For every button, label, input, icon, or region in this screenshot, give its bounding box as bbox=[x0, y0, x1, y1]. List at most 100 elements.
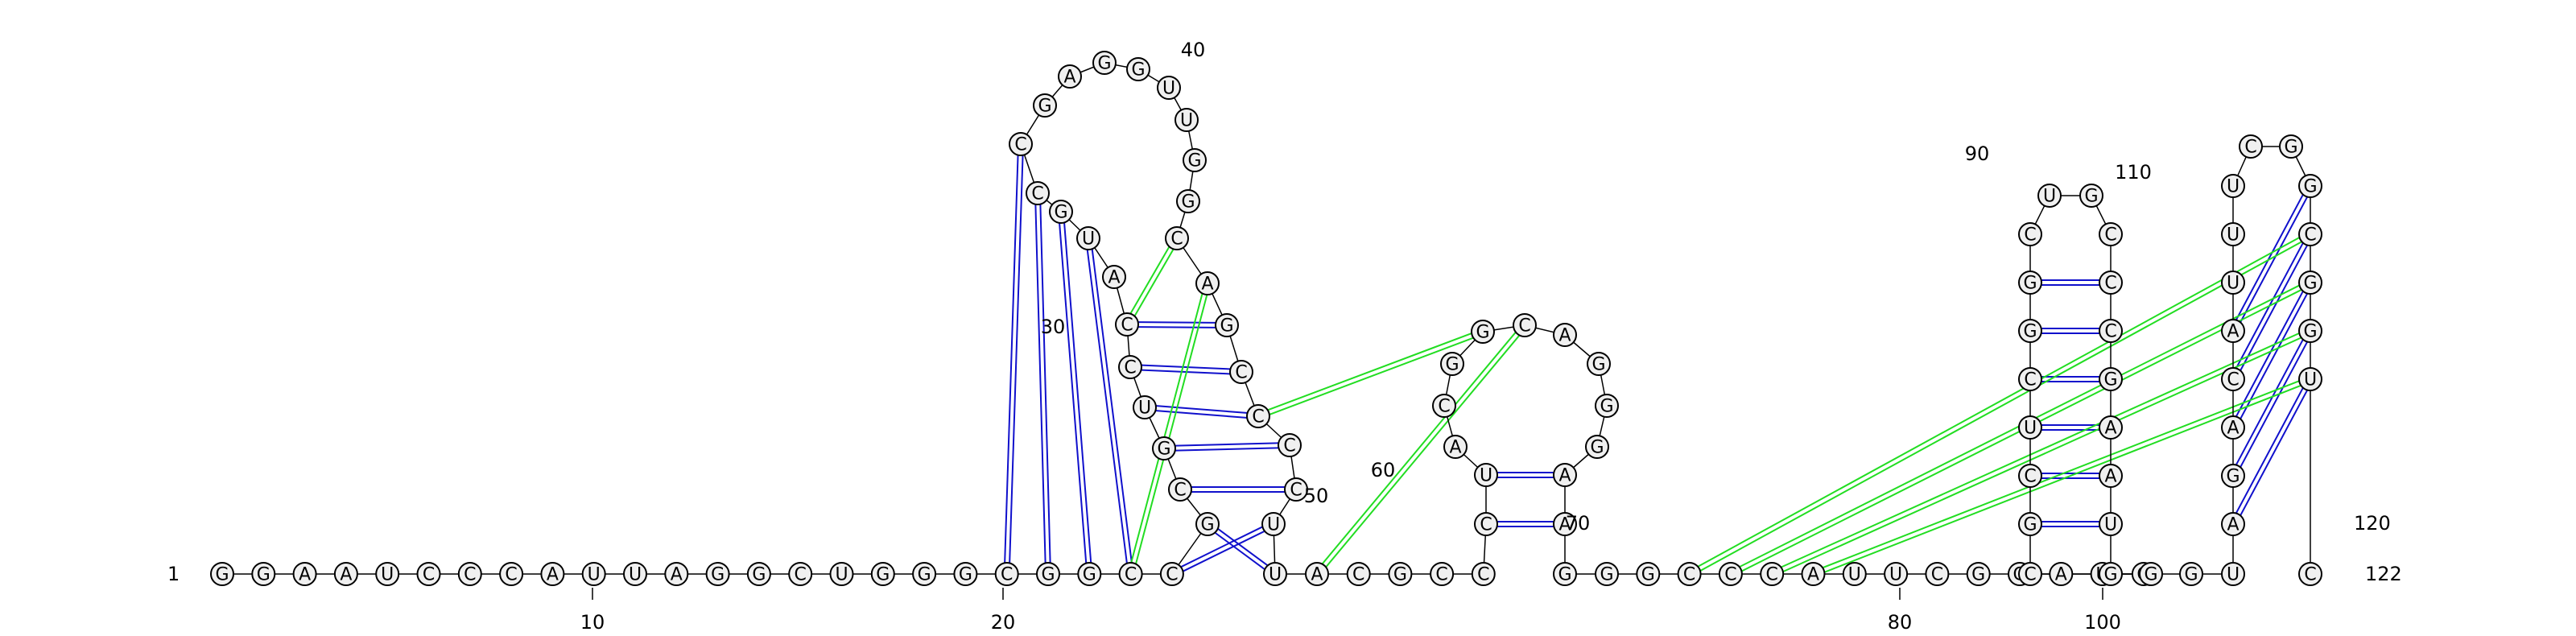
nucleotide-letter: C bbox=[1438, 397, 1450, 417]
nucleotide-letter: C bbox=[1931, 565, 1943, 585]
nucleotide-letter: C bbox=[1352, 565, 1364, 585]
nucleotide-circle bbox=[2018, 271, 2042, 295]
nucleotide-circle bbox=[1261, 512, 1286, 536]
nucleotide-86: C bbox=[2018, 562, 2042, 586]
nucleotide-letter: C bbox=[1170, 229, 1183, 250]
nucleotide-75: C bbox=[1718, 562, 1743, 586]
nucleotide-33: G bbox=[1049, 200, 1073, 224]
nucleotide-circle bbox=[2037, 184, 2062, 208]
nucleotide-letter: C bbox=[505, 565, 517, 585]
nucleotide-letter: C bbox=[2104, 274, 2116, 294]
nucleotide-69: A bbox=[1553, 463, 1577, 487]
position-ticks bbox=[592, 588, 2103, 600]
nucleotide-120: G bbox=[2298, 319, 2322, 343]
nucleotide-107: A bbox=[2221, 512, 2245, 536]
nucleotide-110: C bbox=[2221, 367, 2245, 391]
nucleotide-letter: G bbox=[1393, 565, 1407, 585]
nucleotide-45: A bbox=[1195, 271, 1220, 295]
nucleotide-letter: A bbox=[1063, 68, 1075, 88]
nucleotide-circle bbox=[1884, 562, 1909, 586]
nucleotide-circle bbox=[2099, 562, 2123, 586]
nucleotide-circle bbox=[1284, 477, 1308, 502]
nucleotide-4: A bbox=[333, 562, 358, 586]
nucleotide-circle bbox=[1115, 312, 1139, 337]
nucleotide-88: C bbox=[2018, 464, 2042, 488]
nucleotide-44: C bbox=[1165, 226, 1189, 250]
nucleotide-letter: C bbox=[2227, 370, 2239, 390]
nucleotide-letter: A bbox=[299, 565, 311, 585]
nucleotide-circle bbox=[1801, 562, 1826, 586]
nucleotide-circle bbox=[1305, 562, 1329, 586]
nucleotide-circle bbox=[2099, 222, 2123, 246]
nucleotide-93: C bbox=[2018, 222, 2042, 246]
nucleotide-letter: G bbox=[2303, 322, 2317, 342]
nucleotide-circle bbox=[1346, 562, 1371, 586]
nucleotide-letter: C bbox=[1477, 565, 1489, 585]
nucleotide-circle bbox=[1195, 512, 1220, 536]
nucleotide-letter: C bbox=[1125, 565, 1137, 585]
nucleotide-37: A bbox=[1058, 64, 1082, 89]
nucleotide-112: U bbox=[2221, 271, 2245, 295]
canonical-pair bbox=[1085, 238, 1129, 575]
nucleotide-78: U bbox=[1842, 562, 1867, 586]
nucleotide-25: G bbox=[1195, 512, 1220, 536]
nucleotide-letter: C bbox=[1724, 565, 1736, 585]
nucleotide-letter: G bbox=[1600, 565, 1613, 585]
nucleotide-circle bbox=[912, 562, 937, 586]
nucleotide-12: A bbox=[664, 562, 689, 586]
nucleotide-letter: G bbox=[1181, 192, 1195, 213]
nucleotide-letter: G bbox=[1041, 565, 1055, 585]
nucleotide-circle bbox=[416, 562, 441, 586]
nucleotide-circle bbox=[1595, 394, 1619, 418]
nucleotide-104: G bbox=[2139, 562, 2163, 586]
nucleotide-circle bbox=[994, 562, 1019, 586]
nucleotide-circle bbox=[1229, 360, 1253, 384]
nucleotide-letter: G bbox=[1590, 438, 1604, 458]
nucleotide-circle bbox=[2099, 415, 2123, 440]
canonical-pair bbox=[1062, 211, 1093, 574]
nucleotide-circle bbox=[2221, 415, 2245, 440]
nucleotide-letter: U bbox=[2024, 419, 2037, 439]
nucleotide-circle bbox=[2221, 464, 2245, 488]
nucleotide-23: C bbox=[1118, 562, 1143, 586]
nucleotide-letter: U bbox=[2304, 370, 2317, 390]
nucleotide-circle bbox=[2239, 134, 2263, 159]
nucleotide-letter: C bbox=[1683, 565, 1695, 585]
nucleotide-38: G bbox=[1092, 51, 1117, 75]
nucleotide-letter: G bbox=[711, 565, 724, 585]
label-80: 80 bbox=[1888, 611, 1913, 634]
nucleotide-letter: U bbox=[1480, 466, 1492, 486]
nucleotide-circle bbox=[2298, 562, 2322, 586]
nucleotide-circle bbox=[1033, 93, 1057, 118]
nucleotide-letter: A bbox=[2055, 565, 2067, 585]
nucleotide-letter: A bbox=[2104, 419, 2116, 439]
nucleotide-39: G bbox=[1126, 57, 1150, 81]
nucleotide-53: A bbox=[1305, 562, 1329, 586]
nucleotide-letter: C bbox=[2104, 225, 2116, 246]
canonical-pair bbox=[2234, 186, 2314, 332]
nucleotide-72: G bbox=[1595, 562, 1619, 586]
nucleotide-letter: U bbox=[2104, 515, 2117, 535]
canonical-pair bbox=[1129, 368, 1241, 375]
nucleotide-letter: C bbox=[1480, 515, 1492, 535]
nucleotide-99: G bbox=[2099, 367, 2123, 391]
nucleotide-letter: C bbox=[1031, 184, 1043, 204]
label-20: 20 bbox=[991, 611, 1016, 634]
nucleotide-49: C bbox=[1278, 433, 1302, 457]
label-end: 122 bbox=[2365, 563, 2402, 585]
nucleotide-21: G bbox=[1036, 562, 1060, 586]
nucleotide-34: C bbox=[1026, 181, 1050, 205]
nucleotide-letter: G bbox=[1131, 60, 1145, 81]
nucleotide-letter: C bbox=[464, 565, 476, 585]
nucleotide-letter: G bbox=[1220, 316, 1233, 337]
nucleotide-circle bbox=[1102, 265, 1126, 289]
nucleotide-circle bbox=[1152, 436, 1176, 460]
nucleotide-76: C bbox=[1760, 562, 1785, 586]
nucleotide-circle bbox=[1474, 463, 1498, 487]
nucleotide-1: G bbox=[210, 562, 234, 586]
nucleotide-circle bbox=[1430, 562, 1455, 586]
nucleotide-circle bbox=[2221, 222, 2245, 246]
nucleotide-letter: G bbox=[752, 565, 766, 585]
